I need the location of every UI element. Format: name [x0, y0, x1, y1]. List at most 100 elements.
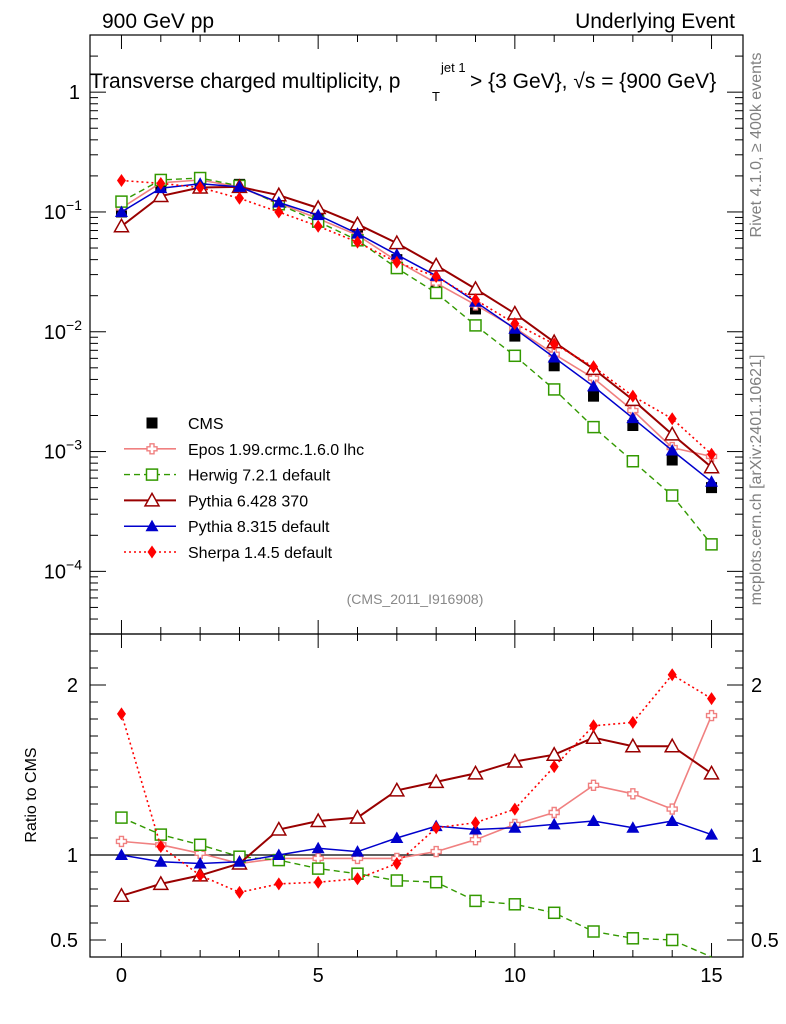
main-axes: 1 10−1 10−2 10−3 10−4	[44, 34, 744, 635]
data-point-sherpa	[195, 181, 205, 195]
ratio-y-tick-label-right: 2	[751, 675, 762, 697]
legend-marker-herwig	[145, 468, 159, 481]
x-tick-label: 5	[313, 965, 324, 987]
x-tick-label: 10	[504, 965, 526, 987]
y-tick-label: 10−1	[44, 197, 82, 224]
data-point-epos	[548, 806, 560, 819]
data-point-pythia8	[154, 855, 168, 867]
data-point-herwig	[508, 898, 522, 911]
legend-marker-sherpa	[147, 545, 157, 559]
series-pythia8	[114, 814, 719, 869]
data-point-pythia6	[309, 812, 327, 828]
data-point-sherpa	[510, 317, 520, 331]
data-point-pythia6	[388, 781, 406, 797]
data-point-sherpa	[549, 760, 559, 774]
data-point-pythia6	[388, 234, 406, 250]
series-sherpa	[116, 174, 717, 461]
data-point-sherpa	[392, 255, 402, 269]
data-point-pythia6	[585, 729, 602, 744]
data-point-pythia8	[114, 205, 128, 217]
data-point-cms	[706, 482, 718, 494]
data-point-herwig	[665, 489, 679, 502]
data-point-cms	[509, 330, 521, 342]
data-point-sherpa	[510, 802, 520, 816]
title-subscript: T	[432, 89, 440, 104]
data-point-pythia6	[349, 809, 366, 824]
data-point-pythia8	[311, 208, 325, 221]
data-point-herwig	[587, 925, 600, 938]
data-point-pythia8	[705, 828, 719, 840]
ratio-ylabel: Ratio to CMS	[23, 747, 40, 842]
data-point-sherpa	[234, 191, 244, 205]
data-point-epos	[587, 372, 600, 384]
ratio-panel: 0 5 10 15 2 2 1 1 0.5 0.5	[50, 633, 779, 987]
series-line-pythia6	[121, 736, 713, 897]
legend-marker-epos	[146, 443, 158, 455]
data-point-herwig	[469, 319, 482, 332]
data-point-sherpa	[431, 270, 441, 284]
data-point-pythia6	[506, 752, 524, 768]
data-point-pythia6	[113, 887, 130, 903]
data-point-pythia8	[587, 814, 601, 826]
data-point-sherpa	[116, 174, 126, 188]
main-series	[113, 171, 720, 551]
data-point-pythia6	[467, 764, 484, 780]
ratio-y-tick-label-right: 0.5	[751, 930, 779, 952]
y-tick-label: 1	[69, 82, 80, 104]
ratio-y-tick-label: 0.5	[50, 930, 78, 952]
legend-marker-pythia8	[145, 519, 159, 532]
data-point-sherpa	[707, 692, 717, 706]
legend-label: Pythia 6.428 370	[188, 493, 308, 510]
series-line-herwig	[121, 816, 712, 958]
legend-label: Pythia 8.315 default	[188, 519, 330, 536]
data-point-sherpa	[116, 707, 126, 721]
data-point-pythia6	[467, 280, 484, 296]
data-point-pythia8	[705, 475, 719, 487]
data-point-sherpa	[431, 821, 441, 835]
data-point-pythia6	[624, 737, 642, 753]
y-tick-label: 10−3	[44, 437, 82, 464]
data-point-epos	[666, 803, 678, 815]
data-point-pythia6	[152, 187, 170, 203]
data-point-pythia8	[350, 845, 364, 857]
legend-marker-pythia6	[143, 491, 161, 507]
analysis-id: (CMS_2011_I916908)	[347, 591, 484, 607]
data-point-herwig	[626, 932, 640, 945]
data-point-sherpa	[589, 360, 599, 374]
data-point-herwig	[193, 838, 207, 852]
data-point-pythia8	[350, 227, 364, 239]
legend-item-cms: CMS	[146, 416, 224, 433]
series-herwig	[115, 811, 712, 958]
data-point-herwig	[429, 875, 443, 889]
series-pythia8	[114, 177, 719, 487]
data-point-pythia8	[390, 248, 404, 260]
data-point-pythia8	[193, 857, 207, 869]
data-point-pythia8	[626, 411, 640, 424]
data-point-epos	[627, 788, 639, 800]
legend-label: Epos 1.99.crmc.1.6.0 lhc	[188, 442, 364, 459]
series-pythia6	[113, 729, 720, 903]
title-rest: > {3 GeV}, √s = {900 GeV}	[470, 70, 716, 93]
data-point-sherpa	[352, 872, 362, 886]
data-point-sherpa	[392, 857, 402, 870]
data-point-herwig	[665, 933, 679, 947]
title-superscript: jet 1	[440, 60, 466, 75]
data-point-pythia8	[311, 841, 325, 854]
data-point-sherpa	[234, 885, 244, 899]
data-point-pythia8	[626, 821, 640, 833]
data-point-herwig	[469, 894, 482, 908]
data-point-pythia6	[270, 820, 288, 836]
data-point-herwig	[547, 906, 561, 920]
data-point-pythia6	[703, 764, 720, 780]
data-point-sherpa	[589, 719, 599, 733]
series-line-pythia6	[120, 185, 713, 468]
data-point-sherpa	[667, 412, 677, 426]
data-point-cms	[588, 390, 600, 402]
data-point-herwig	[587, 420, 600, 434]
data-point-sherpa	[471, 293, 481, 307]
data-point-pythia8	[232, 855, 246, 867]
data-point-herwig	[508, 349, 522, 363]
legend-label: CMS	[188, 416, 224, 433]
data-point-pythia6	[152, 875, 170, 891]
